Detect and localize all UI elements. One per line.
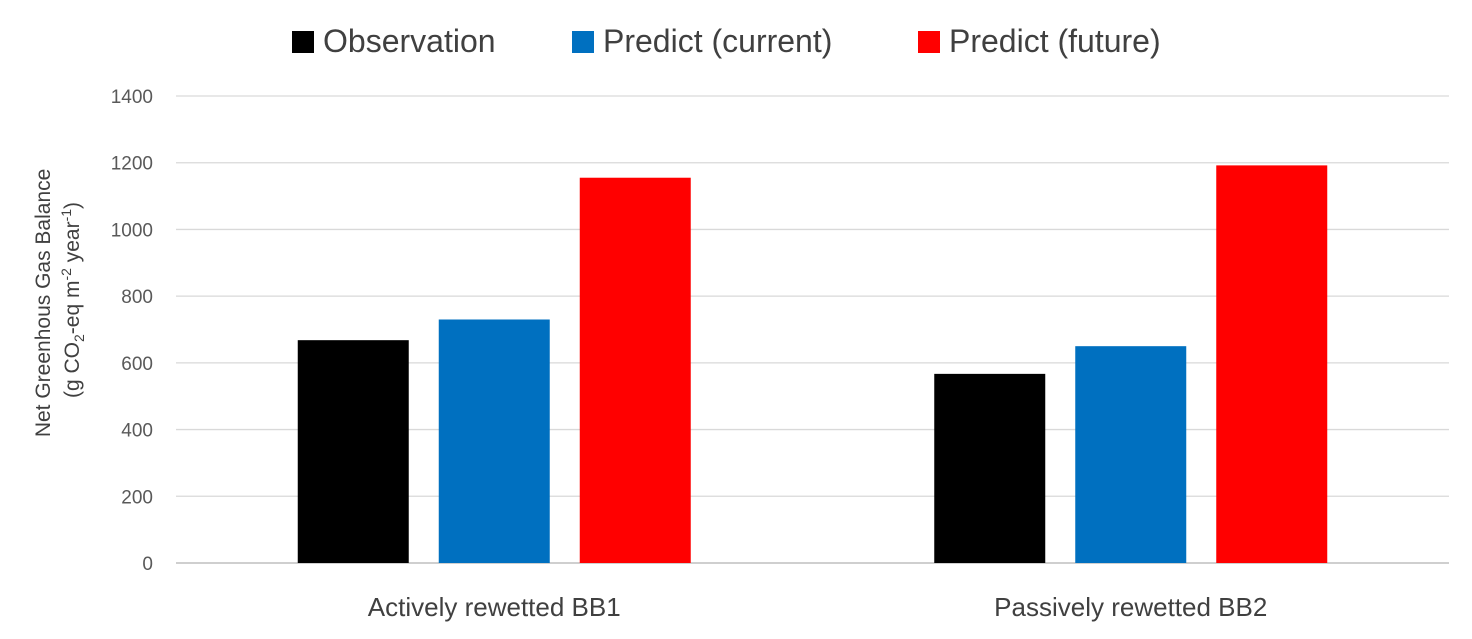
bar-predict-future-2 <box>1216 165 1328 563</box>
x-category-label: Passively rewetted BB2 <box>994 592 1267 622</box>
legend-swatch <box>292 31 314 53</box>
legend-label: Predict (current) <box>603 23 832 59</box>
y-tick-label: 1400 <box>111 87 153 108</box>
bars <box>297 165 1328 563</box>
legend-label: Predict (future) <box>949 23 1161 59</box>
y-tick-label: 800 <box>121 287 153 308</box>
y-axis-label-line2-mid2: year <box>61 221 84 268</box>
bar-observation-2 <box>934 373 1046 563</box>
legend: Observation Predict (current) Predict (fut… <box>292 23 1161 59</box>
bar-predict-current-2 <box>1075 346 1187 563</box>
y-axis-label-line2-mid: -eq m <box>61 281 84 335</box>
legend-label: Observation <box>323 23 496 59</box>
x-axis-labels: Actively rewetted BB1 Passively rewetted … <box>368 592 1268 622</box>
y-axis-label-sup2: -1 <box>58 209 74 222</box>
y-axis-label-line1: Net Greenhous Gas Balance <box>32 169 55 438</box>
y-axis-label-line2-suffix: ) <box>61 202 84 209</box>
y-axis-ticks: 0 200 400 600 800 1000 1200 1400 <box>111 87 153 575</box>
bar-predict-current-1 <box>438 319 550 563</box>
y-tick-label: 0 <box>142 554 153 575</box>
y-tick-label: 1000 <box>111 220 153 241</box>
legend-swatch <box>572 31 594 53</box>
y-tick-label: 1200 <box>111 154 153 175</box>
y-axis-label-line2-prefix: (g CO <box>61 342 84 398</box>
y-axis-label: Net Greenhous Gas Balance (g CO2-eq m-2 … <box>32 163 87 437</box>
y-tick-label: 600 <box>121 354 153 375</box>
y-tick-label: 400 <box>121 421 153 442</box>
y-axis-label-sub: 2 <box>71 334 87 342</box>
bar-observation-1 <box>297 340 409 563</box>
legend-swatch <box>918 31 940 53</box>
x-category-label: Actively rewetted BB1 <box>368 592 621 622</box>
bar-predict-future-1 <box>579 177 691 563</box>
y-axis-label-sup1: -2 <box>58 268 74 281</box>
y-tick-label: 200 <box>121 487 153 508</box>
